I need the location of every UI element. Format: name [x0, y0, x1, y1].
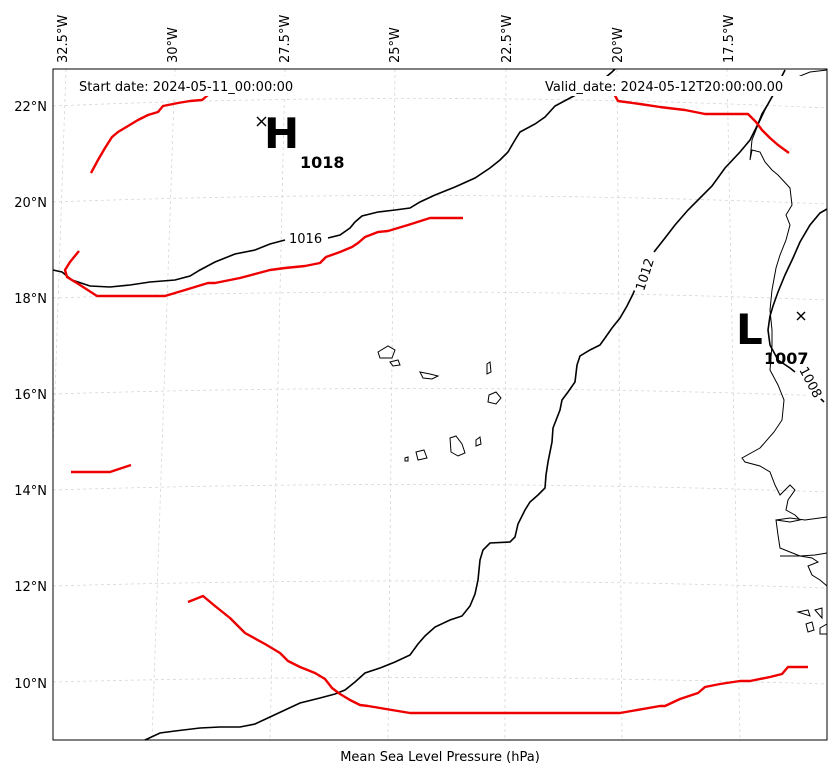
cape-verde-fogo	[415, 449, 428, 461]
map-frame	[52, 68, 828, 741]
front-north-west	[89, 94, 209, 174]
lat-label-10n: 10°N	[14, 677, 47, 692]
isobars	[52, 68, 828, 741]
lat-label-18n: 18°N	[14, 292, 47, 307]
front-west-short	[71, 463, 132, 474]
lat-label-16n: 16°N	[14, 388, 47, 403]
lat-label-14n: 14°N	[14, 484, 47, 499]
x-cross-icon	[796, 311, 806, 321]
lon-label-27-5w: 27.5°W	[278, 15, 293, 63]
low-pressure-center: L 1007	[736, 305, 809, 368]
map-caption: Mean Sea Level Pressure (hPa)	[340, 750, 540, 765]
front-mid-north	[63, 216, 463, 298]
senegal-notch	[775, 516, 828, 521]
lon-label-32-5w: 32.5°W	[56, 15, 71, 63]
fronts	[63, 81, 808, 715]
isobar-1012-segment-a	[144, 283, 638, 741]
high-value: 1018	[300, 153, 345, 172]
isobar-label-group: 1016 1012 1008	[286, 229, 830, 403]
cape-verde-santo-antao	[377, 345, 396, 359]
high-pressure-center: H 1018	[256, 109, 345, 172]
isobar-1008	[767, 208, 828, 373]
cape-verde-sao-vicente	[389, 359, 401, 367]
lon-label-17-5w: 17.5°W	[722, 15, 737, 63]
longitude-labels: 32.5°W 30°W 27.5°W 25°W 22.5°W 20°W 17.5…	[56, 15, 737, 63]
lon-label-20w: 20°W	[611, 27, 626, 63]
graticule	[52, 68, 828, 741]
gambia-notch	[780, 552, 828, 557]
front-south	[187, 594, 808, 715]
latitude-labels: 22°N 20°N 18°N 16°N 14°N 12°N 10°N	[14, 100, 47, 692]
isobar-label-1016: 1016	[289, 232, 322, 247]
cape-verde-santiago	[449, 435, 466, 457]
coastlines	[377, 69, 828, 635]
cape-verde-brava	[404, 456, 409, 462]
cape-verde-maio	[475, 436, 482, 447]
africa-coast	[741, 69, 828, 587]
lat-label-20n: 20°N	[14, 196, 47, 211]
coast-islands	[796, 607, 828, 635]
x-cross-icon	[256, 116, 267, 127]
low-symbol: L	[736, 305, 763, 354]
isobar-1012-segment-b	[653, 69, 786, 253]
high-symbol: H	[264, 109, 299, 158]
cape-verde-sao-nicolau	[419, 371, 440, 380]
valid-date: Valid_date: 2024-05-12T20:00:00.00	[545, 80, 783, 95]
low-value: 1007	[764, 349, 809, 368]
lon-label-30w: 30°W	[166, 27, 181, 63]
cape-verde-sal	[486, 361, 492, 375]
start-date: Start date: 2024-05-11_00:00:00	[79, 80, 293, 95]
lat-label-22n: 22°N	[14, 100, 47, 115]
lon-label-22-5w: 22.5°W	[500, 15, 515, 63]
isobar-1016-segment-a	[52, 239, 286, 288]
isobar-label-1012: 1012	[633, 257, 657, 293]
cape-verde-boa-vista	[487, 391, 502, 405]
lat-label-12n: 12°N	[14, 580, 47, 595]
front-north-east	[606, 81, 790, 154]
isobar-1016-segment-b	[327, 68, 616, 239]
lon-label-25w: 25°W	[388, 27, 403, 63]
